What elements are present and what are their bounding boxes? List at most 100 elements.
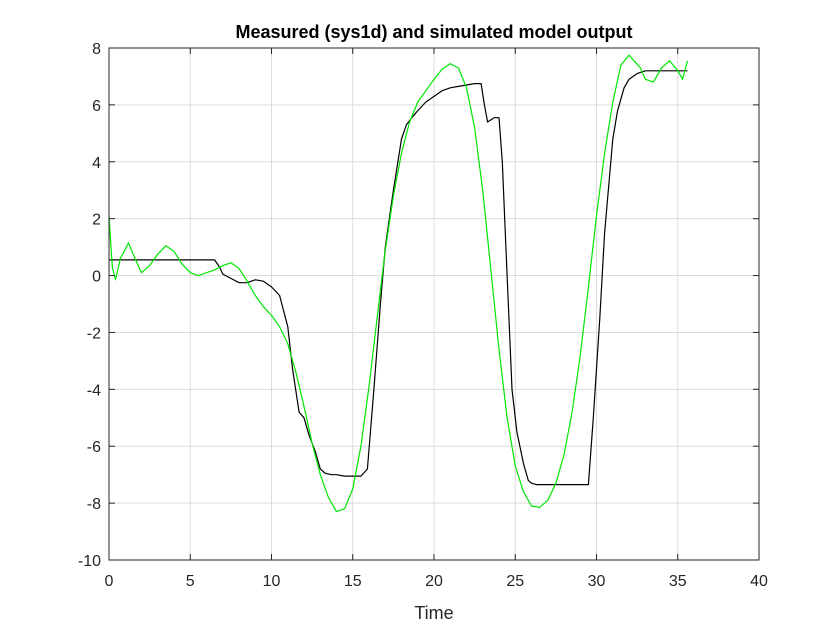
series-2-point [198, 275, 199, 276]
series-2-point [499, 349, 500, 350]
series-2-point [640, 67, 641, 68]
series-1-point [425, 102, 426, 103]
y-tick-label: -4 [87, 382, 101, 399]
series-2-point [653, 82, 654, 83]
y-tick-label: 4 [92, 155, 101, 172]
series-1-point [299, 412, 300, 413]
series-2-point [682, 79, 683, 80]
y-tick-label: -10 [78, 553, 101, 570]
series-2-point [222, 265, 223, 266]
series-2-point [263, 306, 264, 307]
series-2-point [409, 122, 410, 123]
series-1-point [494, 117, 495, 118]
series-1-point [612, 139, 613, 140]
series-2-point [328, 497, 329, 498]
series-2-point [304, 406, 305, 407]
series-2-point [295, 372, 296, 373]
series-1-point [308, 434, 309, 435]
series-2-point [247, 281, 248, 282]
series-2-point [157, 254, 158, 255]
series-2-point [661, 67, 662, 68]
series-1-point [320, 469, 321, 470]
series-1-point [593, 417, 594, 418]
series-1-point [580, 484, 581, 485]
series-1-point [450, 87, 451, 88]
series-1-point [502, 161, 503, 162]
series-2-point [271, 315, 272, 316]
series-1-point [531, 483, 532, 484]
series-1-point [315, 451, 316, 452]
series-2-point [669, 60, 670, 61]
series-2-point [115, 279, 116, 280]
series-2-point [450, 63, 451, 64]
series-1-point [331, 474, 332, 475]
series-1-point [401, 139, 402, 140]
x-tick-label: 20 [425, 573, 443, 590]
series-2-point [507, 417, 508, 418]
series-1-point [214, 259, 215, 260]
series-2-point [434, 79, 435, 80]
series-2-point [645, 79, 646, 80]
series-1-point [406, 124, 407, 125]
series-1-point [661, 70, 662, 71]
series-1-point [344, 476, 345, 477]
series-2-point [214, 269, 215, 270]
y-tick-label: 8 [92, 41, 101, 58]
series-1-point [292, 369, 293, 370]
series-1-point [393, 190, 394, 191]
series-1-point [190, 259, 191, 260]
series-2-point [629, 55, 630, 56]
series-2-line [108, 54, 689, 513]
series-2-point [588, 286, 589, 287]
series-2-point [572, 412, 573, 413]
series-2 [108, 54, 689, 513]
series-1-point [239, 282, 240, 283]
series-1-point [604, 232, 605, 233]
series-2-point [312, 443, 313, 444]
series-1-point [380, 304, 381, 305]
x-tick-label: 0 [105, 573, 114, 590]
series-1-point [523, 463, 524, 464]
series-1-point [360, 476, 361, 477]
series-2-point [401, 153, 402, 154]
series-1-point [536, 484, 537, 485]
series-1-point [474, 83, 475, 84]
series-2-point [174, 251, 175, 252]
y-tick-label: -6 [87, 439, 101, 456]
x-tick-label: 10 [263, 573, 281, 590]
series-1-point [588, 484, 589, 485]
series-2-point [230, 262, 231, 263]
series-1-point [645, 70, 646, 71]
series-2-point [393, 195, 394, 196]
x-tick-label: 35 [669, 573, 687, 590]
series-1-point [442, 90, 443, 91]
series-1-point [547, 484, 548, 485]
series-2-point [377, 318, 378, 319]
series-1-point [271, 286, 272, 287]
series-1-point [458, 86, 459, 87]
series-2-point [336, 511, 337, 512]
series-2-point [360, 446, 361, 447]
series-2-point [474, 127, 475, 128]
series-2-point [523, 491, 524, 492]
series-1-point [417, 110, 418, 111]
series-2-point [458, 67, 459, 68]
x-tick-label: 25 [506, 573, 524, 590]
series-1-point [487, 122, 488, 123]
series-group [108, 54, 689, 513]
series-1-point [599, 318, 600, 319]
series-1-point [279, 295, 280, 296]
x-tick-label: 5 [186, 573, 195, 590]
series-2-point [466, 87, 467, 88]
series-1-point [174, 259, 175, 260]
series-2-point [555, 483, 556, 484]
x-tick-label: 40 [750, 573, 768, 590]
series-2-point [677, 70, 678, 71]
y-tick-label: 0 [92, 269, 101, 286]
series-1-point [222, 274, 223, 275]
series-2-point [369, 386, 370, 387]
series-2-point [165, 245, 166, 246]
series-1-point [336, 474, 337, 475]
series-1-point [481, 83, 482, 84]
